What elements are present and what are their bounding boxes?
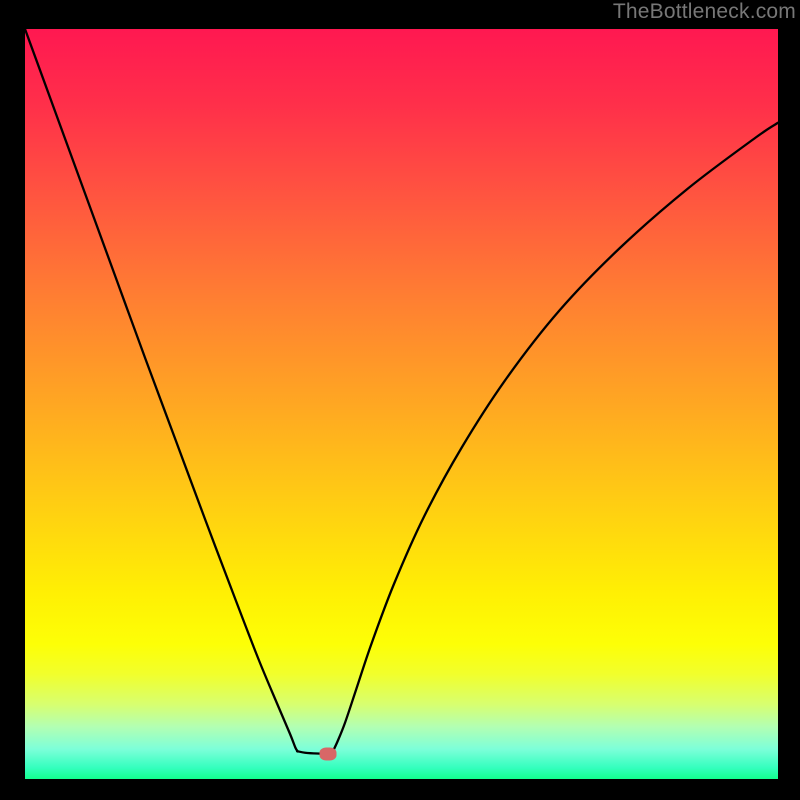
valley-marker bbox=[320, 747, 337, 760]
bottleneck-curve bbox=[25, 29, 778, 779]
watermark-text: TheBottleneck.com bbox=[613, 0, 796, 24]
